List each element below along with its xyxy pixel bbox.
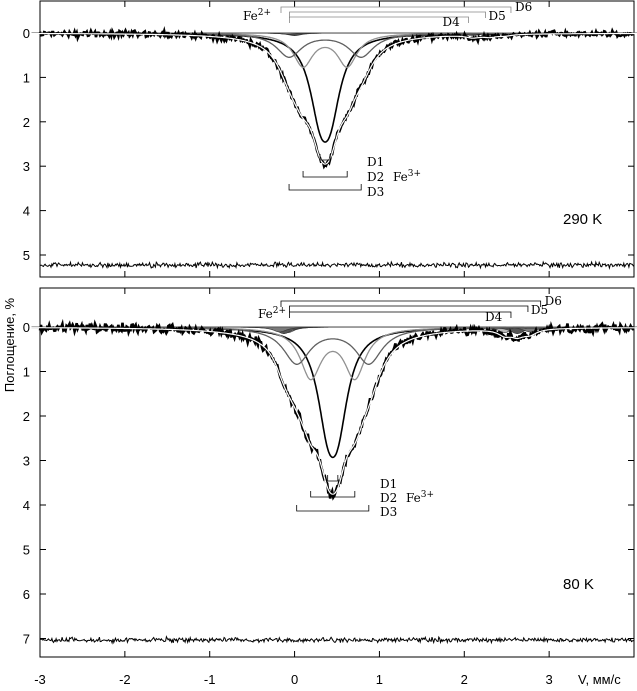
- x-tick-label: 0: [291, 672, 298, 687]
- y-tick-label: 3: [23, 159, 30, 174]
- label-d5: D5: [489, 9, 506, 23]
- label-d2: D2: [380, 491, 397, 505]
- label-fe2: Fe2+: [243, 8, 271, 23]
- bracket-d2: [310, 491, 356, 498]
- x-tick-label: 3: [546, 672, 553, 687]
- label-d1: D1: [380, 477, 397, 491]
- fit-envelope: [31, 32, 637, 165]
- residual-line: [39, 260, 635, 270]
- label-d4: D4: [443, 15, 461, 29]
- bracket-d2: [302, 171, 348, 178]
- y-tick-label: 4: [23, 204, 30, 219]
- bracket-d1: [327, 475, 339, 482]
- x-axis-label: V, мм/с: [578, 672, 621, 687]
- experimental-spectrum: [38, 318, 635, 501]
- label-d2: D2: [367, 170, 384, 184]
- label-d4: D4: [485, 310, 503, 324]
- label-d3: D3: [380, 505, 397, 519]
- fit-envelope: [31, 327, 637, 495]
- label-fe2: Fe2+: [258, 306, 286, 321]
- x-tick-label: -1: [204, 672, 216, 687]
- bracket-d3: [288, 184, 362, 191]
- y-tick-label: 1: [23, 70, 30, 85]
- component-d1: [31, 326, 637, 459]
- bracket-d1: [319, 154, 331, 161]
- component-d2: [31, 32, 637, 69]
- y-tick-label: 5: [23, 248, 30, 263]
- y-tick-label: 0: [23, 320, 30, 335]
- bracket-d4: [289, 311, 512, 318]
- label-d6: D6: [545, 294, 562, 308]
- label-fe3: Fe3+: [406, 490, 434, 505]
- component-d1: [31, 32, 637, 143]
- y-tick-label: 5: [23, 543, 30, 558]
- bracket-d5: [289, 11, 486, 18]
- y-tick-label: 3: [23, 454, 30, 469]
- label-d1: D1: [367, 155, 384, 169]
- temperature-label: 290 K: [563, 211, 602, 228]
- y-axis-label: Поглощение, %: [2, 297, 17, 392]
- panel-frame: [39, 287, 635, 658]
- x-tick-label: 2: [461, 672, 468, 687]
- x-tick-label: -2: [119, 672, 131, 687]
- bracket-d6: [280, 300, 542, 307]
- x-tick-label: -3: [34, 672, 46, 687]
- experimental-spectrum: [38, 25, 634, 170]
- y-tick-label: 6: [23, 587, 30, 602]
- x-tick-label: 1: [376, 672, 383, 687]
- bracket-d3: [296, 505, 370, 512]
- label-d6: D6: [515, 0, 532, 14]
- y-tick-label: 0: [23, 26, 30, 41]
- y-tick-label: 2: [23, 115, 30, 130]
- y-tick-label: 1: [23, 365, 30, 380]
- bracket-d4: [289, 16, 469, 23]
- bracket-d6: [280, 6, 512, 13]
- label-fe3: Fe3+: [393, 169, 421, 184]
- temperature-label: 80 K: [563, 576, 594, 593]
- label-d3: D3: [367, 185, 384, 199]
- y-tick-label: 4: [23, 498, 30, 513]
- panel-frame: [39, 0, 635, 278]
- residual-line: [39, 635, 635, 645]
- bracket-d5: [289, 305, 529, 312]
- y-tick-label: 7: [23, 632, 30, 647]
- label-d5: D5: [531, 303, 548, 317]
- y-tick-label: 2: [23, 409, 30, 424]
- component-d2: [31, 326, 637, 381]
